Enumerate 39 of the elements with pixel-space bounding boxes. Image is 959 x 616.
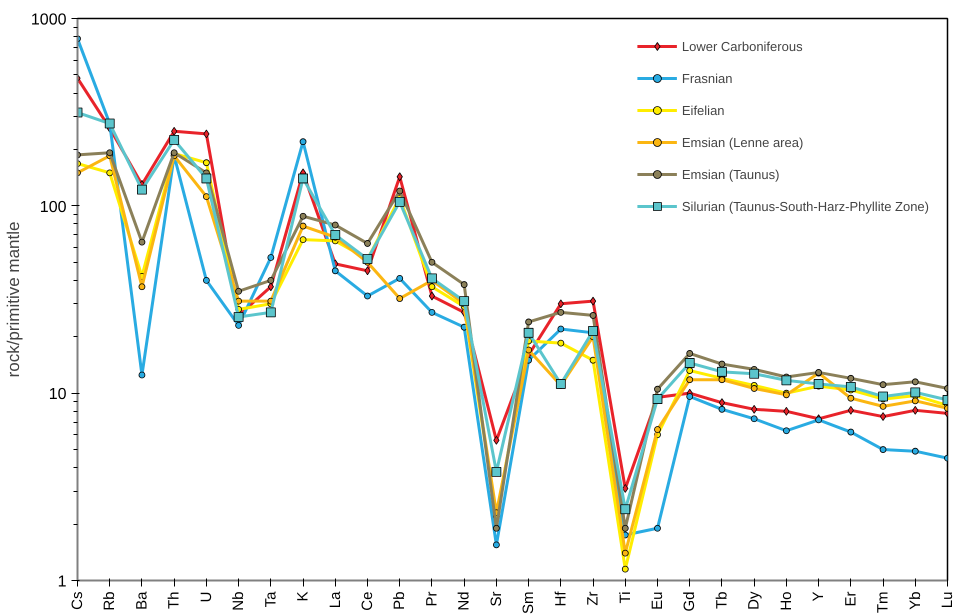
x-tick-label: Dy bbox=[746, 591, 763, 610]
legend-label: Emsian (Lenne area) bbox=[682, 134, 804, 150]
y-tick-label: 100 bbox=[40, 198, 67, 216]
x-tick-label: Lu bbox=[939, 591, 956, 608]
x-tick-label: Ho bbox=[778, 591, 795, 611]
legend-label: Emsian (Taunus) bbox=[682, 166, 780, 182]
x-tick-label: Nd bbox=[456, 591, 473, 611]
y-axis-title: rock/primitive mantle bbox=[4, 222, 23, 378]
x-tick-label: Sr bbox=[488, 591, 505, 606]
x-tick-label: Er bbox=[842, 591, 860, 606]
x-tick-label: U bbox=[198, 591, 215, 602]
x-tick-label: Ta bbox=[262, 590, 280, 608]
x-tick-label: Tm bbox=[874, 591, 892, 614]
x-tick-label: Zr bbox=[584, 591, 602, 606]
x-tick-label: Th bbox=[166, 591, 183, 610]
x-tick-label: Rb bbox=[101, 591, 118, 611]
x-tick-label: Ti bbox=[616, 591, 634, 604]
x-tick-label: Yb bbox=[906, 591, 924, 610]
legend-label: Eifelian bbox=[682, 102, 725, 118]
x-tick-label: La bbox=[326, 590, 344, 608]
legend-label: Silurian (Taunus-South-Harz-Phyllite Zone) bbox=[682, 198, 929, 214]
legend-label: Lower Carboniferous bbox=[682, 38, 803, 54]
y-tick-label: 1000 bbox=[30, 12, 67, 28]
x-tick-label: Eu bbox=[649, 591, 666, 610]
x-tick-label: Ba bbox=[133, 590, 150, 610]
legend-label: Frasnian bbox=[682, 70, 732, 86]
y-tick-label: 1 bbox=[58, 574, 67, 590]
x-tick-label: Pb bbox=[391, 591, 408, 610]
x-tick-label: Cs bbox=[69, 591, 86, 610]
x-tick-label: Nb bbox=[230, 591, 248, 611]
x-tick-label: Tb bbox=[713, 591, 730, 610]
x-tick-label: Sm bbox=[520, 592, 538, 614]
x-tick-label: Pr bbox=[423, 591, 440, 606]
x-tick-label: Y bbox=[810, 591, 828, 602]
x-tick-label: Ce bbox=[359, 591, 376, 611]
x-tick-label: Gd bbox=[681, 591, 698, 612]
y-tick-label: 10 bbox=[48, 386, 67, 404]
x-tick-label: K bbox=[294, 591, 312, 602]
x-tick-label: Hf bbox=[552, 590, 570, 606]
